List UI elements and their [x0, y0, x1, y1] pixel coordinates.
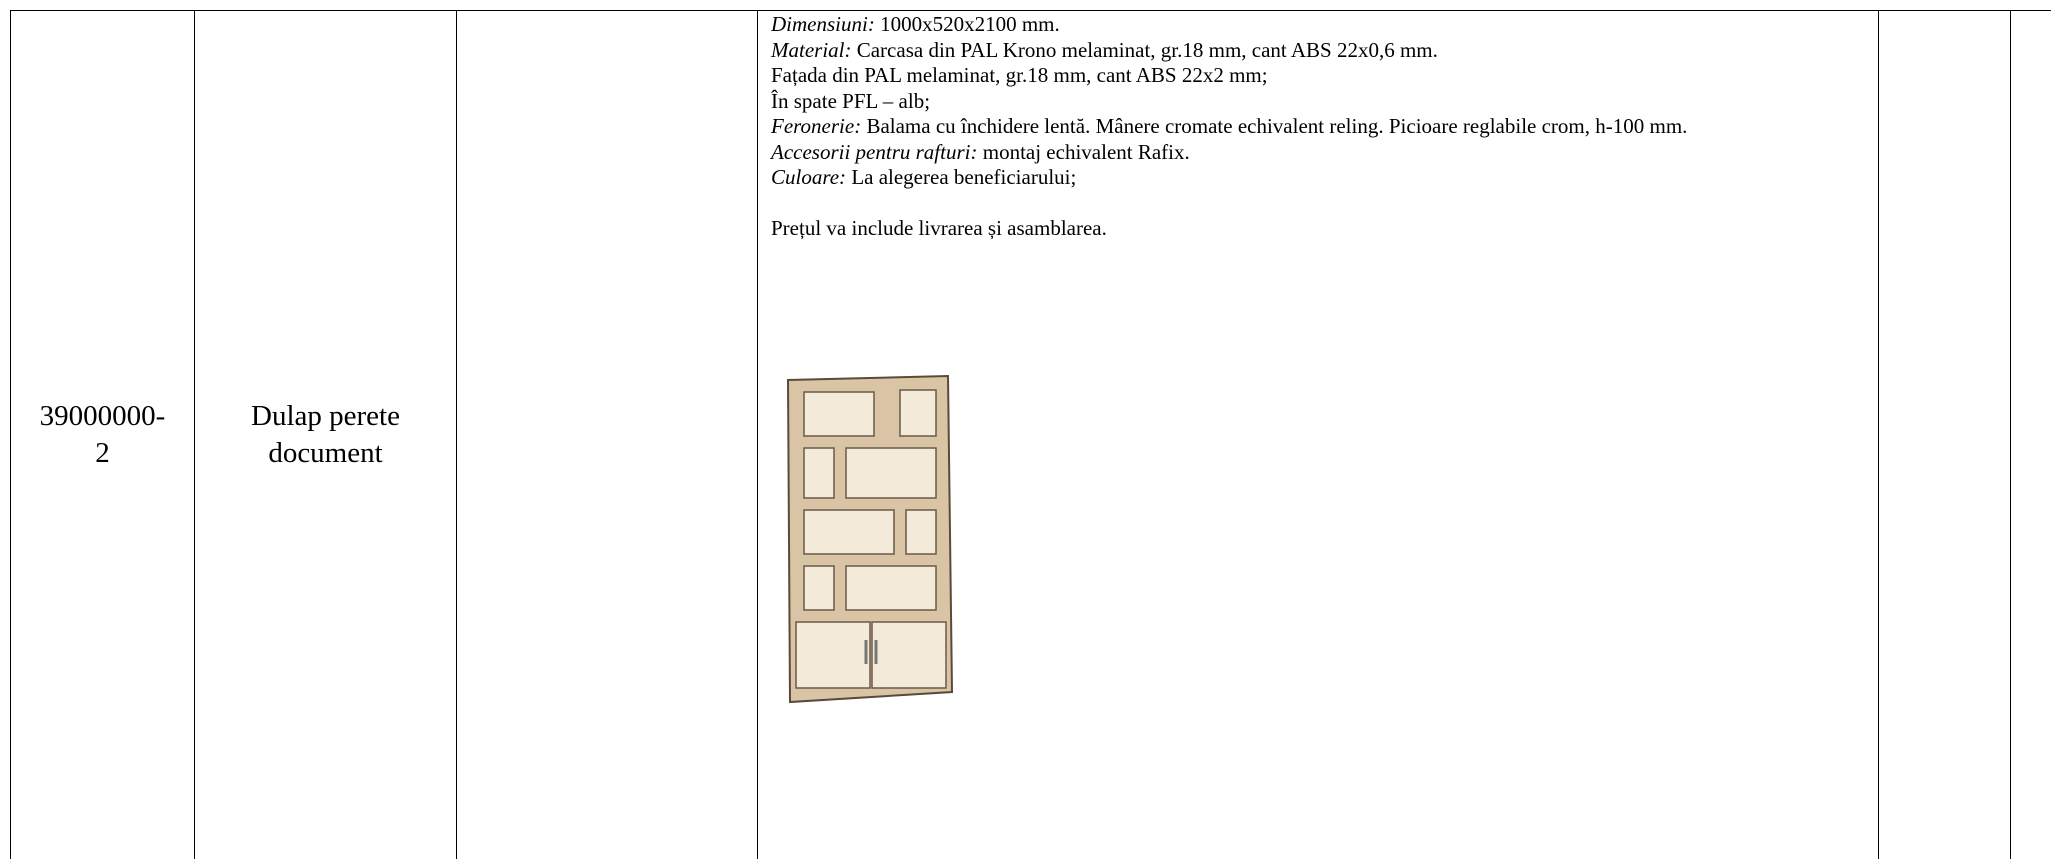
code-cell: 39000000-2 [11, 10, 194, 859]
column-border [2010, 10, 2011, 859]
code: 39000000-2 [39, 399, 166, 469]
table-top-border [10, 10, 2051, 11]
description: Dimensiuni: 1000x520x2100 mm. Material: C… [771, 12, 1866, 242]
description-label: Culoare: [771, 165, 847, 189]
column-border [757, 10, 758, 859]
description-text: Fațada din PAL melaminat, gr.18 mm, cant… [771, 63, 1268, 87]
description-label: Material: [771, 37, 852, 62]
description-line: Culoare: La alegerea beneficiarului; [771, 165, 1866, 191]
description-label: Feronerie: [771, 114, 862, 138]
price-note: Prețul va include livrarea și asamblarea… [771, 216, 1107, 240]
column-border [1878, 10, 1879, 859]
column-border [194, 10, 195, 859]
description-text: montaj echivalent Rafix. [982, 139, 1190, 164]
description-text: La alegerea beneficiarului; [851, 165, 1077, 189]
description-line: În spate PFL – alb; [771, 89, 1866, 115]
spacer [771, 191, 1866, 217]
description-line: Dimensiuni: 1000x520x2100 mm. [771, 12, 1866, 38]
description-text: Carcasa din PAL Krono melaminat, gr.18 m… [856, 37, 1438, 62]
description-text: Balama cu închidere lentă. Mânere cromat… [866, 114, 1688, 138]
description-line: Material: Carcasa din PAL Krono melamina… [771, 38, 1866, 64]
description-label: Accesorii pentru rafturi: [771, 139, 978, 164]
column-border [456, 10, 457, 859]
product-name: Dulap perete document [251, 399, 400, 469]
description-text: În spate PFL – alb; [771, 88, 931, 113]
description-line: Accesorii pentru rafturi: montaj echival… [771, 140, 1866, 166]
cabinet-image [786, 374, 954, 704]
description-line: Feronerie: Balama cu închidere lentă. Mâ… [771, 114, 1866, 140]
column-border [10, 10, 11, 859]
description-line: Fațada din PAL melaminat, gr.18 mm, cant… [771, 63, 1866, 89]
description-label: Dimensiuni: [771, 12, 875, 36]
name-cell: Dulap perete document [195, 10, 456, 859]
description-text: 1000x520x2100 mm. [880, 12, 1060, 36]
